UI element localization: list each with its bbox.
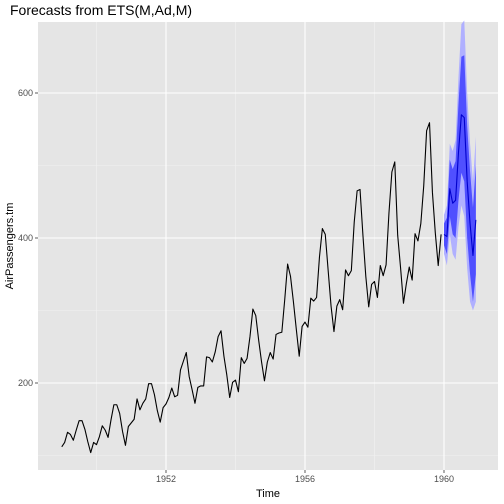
observed-line	[61, 122, 442, 454]
chart-title: Forecasts from ETS(M,Ad,M)	[10, 2, 193, 18]
x-tick-label: 1952	[156, 474, 176, 484]
forecast-mean-line	[443, 114, 477, 256]
x-axis-title: Time	[256, 488, 280, 500]
x-tick-label: 1960	[434, 474, 454, 484]
forecast-band-80	[444, 55, 476, 302]
y-axis-title: AirPassengers.tm	[4, 203, 16, 290]
y-tick-label: 600	[18, 88, 33, 98]
y-tick-label: 400	[18, 233, 33, 243]
x-tick-label: 1956	[295, 474, 315, 484]
plot-panel	[38, 22, 498, 470]
y-tick-label: 200	[18, 378, 33, 388]
